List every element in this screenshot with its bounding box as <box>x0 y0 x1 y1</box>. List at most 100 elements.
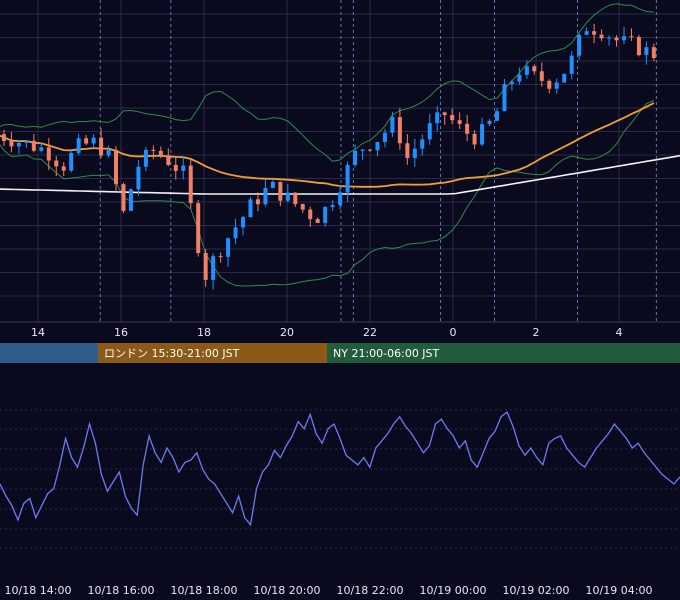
candle-up <box>128 189 133 211</box>
candle-down <box>300 204 305 210</box>
candle-down <box>61 166 66 171</box>
candle-up <box>211 256 216 280</box>
oscillator-x-tick-label: 10/19 02:00 <box>503 584 570 597</box>
candle-up <box>502 84 507 112</box>
candle-up <box>330 205 335 207</box>
oscillator-x-tick-label: 10/18 20:00 <box>254 584 321 597</box>
candle-down <box>599 34 604 39</box>
candle-down <box>151 149 156 151</box>
candle-down <box>293 192 298 205</box>
candle-up <box>69 152 74 171</box>
candle-down <box>532 66 537 72</box>
candle-up <box>584 31 589 35</box>
candle-up <box>569 55 574 74</box>
candle-down <box>614 37 619 41</box>
price-x-tick-label: 2 <box>533 326 540 339</box>
candle-up <box>554 82 559 89</box>
candle-up <box>241 217 246 228</box>
bollinger-upper <box>0 3 654 162</box>
candle-up <box>233 227 238 239</box>
candle-down <box>450 115 455 121</box>
candle-down <box>121 184 126 211</box>
candle-up <box>390 117 395 133</box>
candle-up <box>226 238 231 257</box>
candle-up <box>353 150 358 165</box>
candle-up <box>494 111 499 121</box>
candle-up <box>412 148 417 159</box>
bollinger-bands <box>0 3 655 287</box>
price-x-tick-label: 20 <box>280 326 294 339</box>
candle-down <box>99 137 104 156</box>
candle-down <box>203 252 208 280</box>
candle-down <box>442 112 447 116</box>
candle-down <box>465 123 470 134</box>
candle-up <box>562 73 567 83</box>
candle-up <box>480 124 485 145</box>
candle-down <box>457 120 462 124</box>
candle-down <box>472 133 477 145</box>
oscillator-x-tick-label: 10/18 16:00 <box>88 584 155 597</box>
candle-down <box>9 141 14 147</box>
candle-down <box>308 209 313 220</box>
moving-average <box>0 102 655 188</box>
oscillator-x-tick-label: 10/18 22:00 <box>337 584 404 597</box>
candle-up <box>644 47 649 56</box>
candle-up <box>420 139 425 149</box>
candle-down <box>255 199 260 205</box>
candle-down <box>1 134 6 142</box>
candle-down <box>405 143 410 159</box>
price-x-tick-label: 18 <box>197 326 211 339</box>
candle-up <box>382 132 387 143</box>
candle-up <box>338 192 343 206</box>
candle-down <box>218 256 223 258</box>
candle-down <box>54 160 59 167</box>
candle-up <box>270 181 275 188</box>
candle-up <box>285 192 290 201</box>
session-label: ロンドン 15:30-21:00 JST <box>104 347 240 360</box>
oscillator-panel-grid <box>0 409 680 549</box>
price-x-tick-label: 14 <box>31 326 45 339</box>
candle-down <box>397 117 402 144</box>
candle-up <box>375 142 380 151</box>
session-block <box>0 343 98 363</box>
session-label: NY 21:00-06:00 JST <box>333 347 440 360</box>
candle-down <box>173 164 178 171</box>
candle-up <box>517 74 522 82</box>
oscillator-x-tick-label: 10/18 14:00 <box>5 584 72 597</box>
candle-up <box>263 187 268 205</box>
oscillator-x-tick-label: 10/19 04:00 <box>586 584 653 597</box>
candle-down <box>278 181 283 201</box>
candle-up <box>91 137 96 144</box>
session-block <box>327 343 680 363</box>
price-x-tick-label: 0 <box>450 326 457 339</box>
candle-up <box>487 120 492 125</box>
candle-up <box>76 138 81 153</box>
candle-down <box>84 138 89 144</box>
candle-down <box>46 147 51 161</box>
candlestick-series <box>1 23 656 290</box>
oscillator-x-tick-label: 10/18 18:00 <box>171 584 238 597</box>
candle-up <box>621 36 626 41</box>
candle-down <box>651 47 656 59</box>
candle-down <box>629 36 634 38</box>
candle-up <box>143 149 148 167</box>
price-x-tick-label: 4 <box>616 326 623 339</box>
oscillator-x-axis: 10/18 14:00 10/18 16:00 10/18 18:00 10/18 2… <box>5 584 653 597</box>
price-x-tick-label: 22 <box>363 326 377 339</box>
price-panel-grid <box>0 0 680 322</box>
candle-down <box>539 71 544 81</box>
candle-up <box>509 81 514 85</box>
oscillator-line <box>0 410 680 527</box>
candle-up <box>16 142 21 147</box>
bollinger-lower <box>0 100 655 287</box>
oscillator-series <box>0 410 680 527</box>
price-x-tick-label: 16 <box>114 326 128 339</box>
candle-down <box>188 165 193 204</box>
candle-up <box>323 206 328 223</box>
candle-down <box>592 31 597 35</box>
price-x-axis: 14 16 18 20 22 0 2 4 <box>0 321 680 339</box>
candle-down <box>547 80 552 89</box>
